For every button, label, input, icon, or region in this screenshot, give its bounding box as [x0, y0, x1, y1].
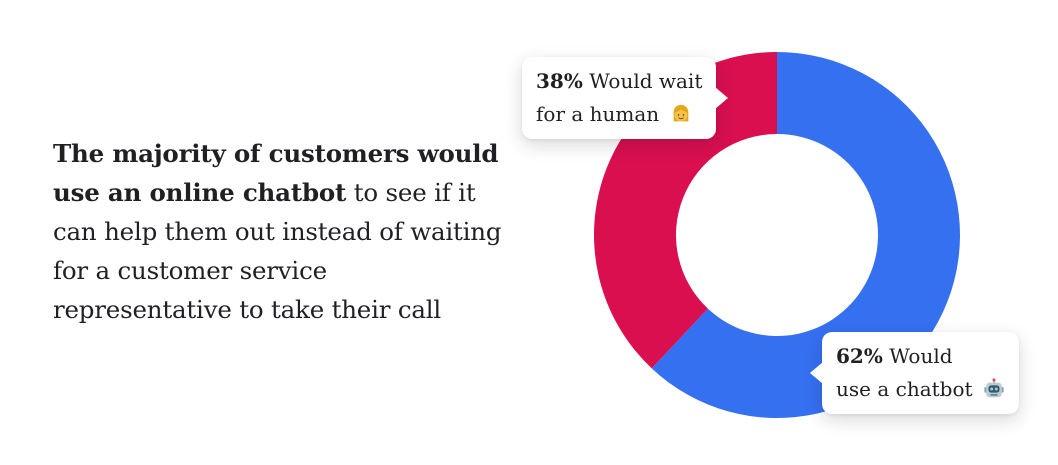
human-label-line2: for a human	[536, 102, 660, 126]
callout-human: 38% Would wait for a human	[522, 57, 729, 139]
callout-pointer	[810, 362, 823, 384]
chatbot-label-line2: use a chatbot	[836, 377, 973, 401]
human-label-line1: Would wait	[582, 69, 703, 93]
callout-pointer	[715, 87, 729, 109]
donut-slice-chatbot	[651, 52, 960, 418]
headline-rest: to see if it can help them out instead o…	[53, 178, 502, 324]
person-icon	[673, 104, 688, 122]
human-percent: 38%	[536, 69, 583, 93]
headline-bold: The majority of customers would use an o…	[53, 139, 499, 207]
headline: The majority of customers would use an o…	[53, 134, 513, 329]
chatbot-label-line1: Would	[882, 344, 953, 368]
chatbot-percent: 62%	[836, 344, 883, 368]
robot-icon	[984, 378, 1004, 398]
callout-chatbot: 62% Would use a chatbot	[810, 332, 1019, 414]
